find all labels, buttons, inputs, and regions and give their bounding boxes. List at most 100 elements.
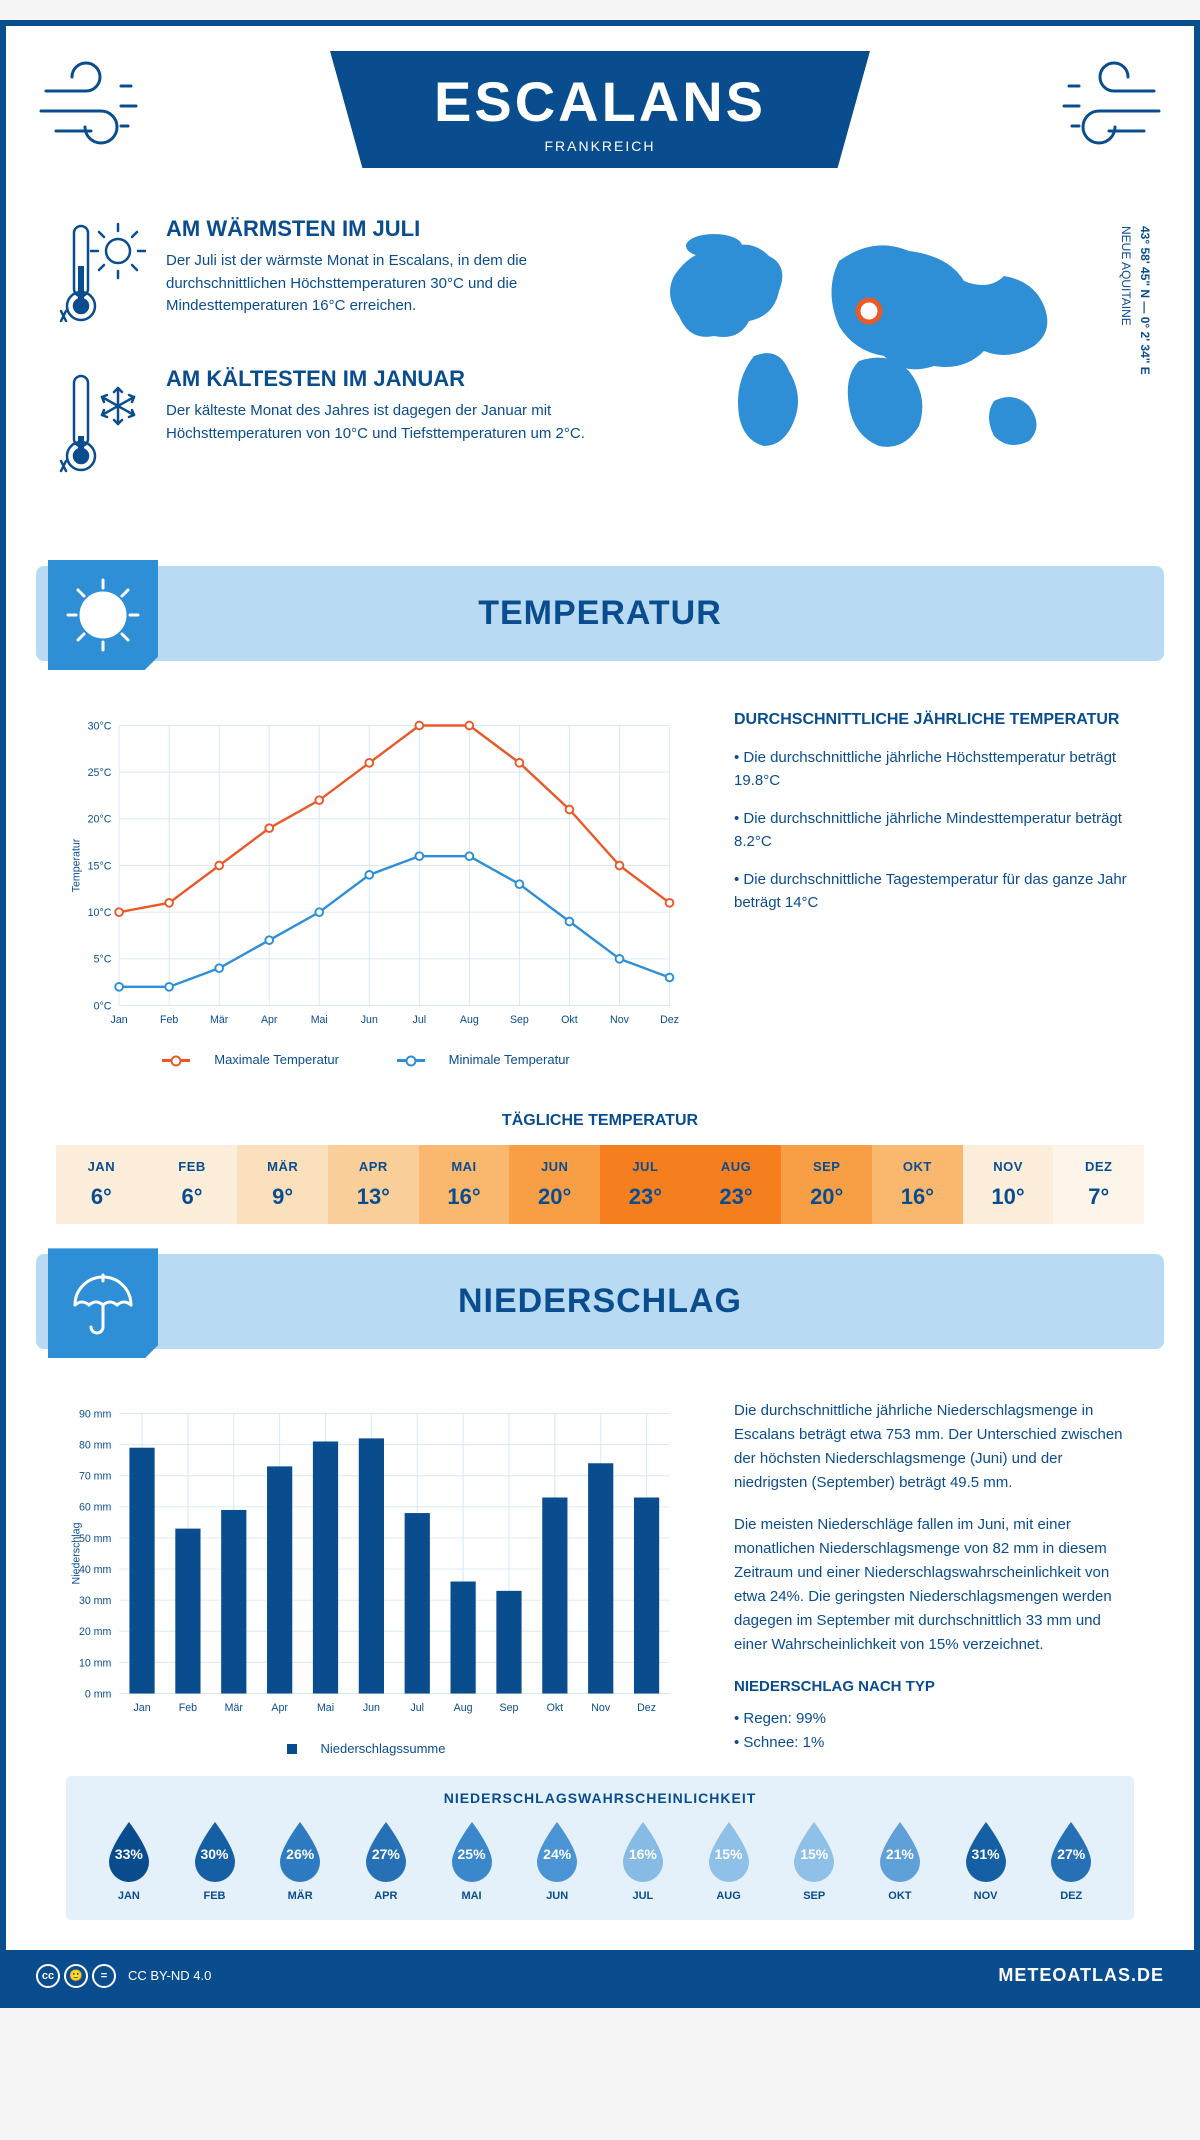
drop-cell: 27% DEZ bbox=[1028, 1820, 1114, 1902]
svg-text:Feb: Feb bbox=[160, 1014, 178, 1026]
daily-value: 23° bbox=[604, 1184, 687, 1210]
cc-icon: cc bbox=[36, 1964, 60, 1988]
drop-pct: 15% bbox=[715, 1846, 743, 1862]
svg-text:Mai: Mai bbox=[311, 1014, 328, 1026]
svg-text:50 mm: 50 mm bbox=[79, 1533, 112, 1545]
precip-body: 0 mm10 mm20 mm30 mm40 mm50 mm60 mm70 mm8… bbox=[6, 1369, 1194, 1775]
svg-text:30 mm: 30 mm bbox=[79, 1595, 112, 1607]
coordinates: 43° 58' 45" N — 0° 2' 34" E NEUE AQUITAI… bbox=[1116, 226, 1154, 375]
svg-text:Nov: Nov bbox=[610, 1014, 630, 1026]
svg-text:Jul: Jul bbox=[410, 1702, 424, 1714]
drop-cell: 26% MÄR bbox=[257, 1820, 343, 1902]
svg-text:Apr: Apr bbox=[261, 1014, 278, 1026]
drop-pct: 21% bbox=[886, 1846, 914, 1862]
daily-cell: OKT16° bbox=[872, 1145, 963, 1224]
daily-cell: FEB6° bbox=[147, 1145, 238, 1224]
raindrop-icon: 24% bbox=[531, 1820, 583, 1884]
temp-bullet: • Die durchschnittliche Tagestemperatur … bbox=[734, 869, 1134, 914]
thermometer-sun-icon bbox=[56, 216, 146, 341]
drop-pct: 26% bbox=[286, 1846, 314, 1862]
daily-month: MÄR bbox=[241, 1159, 324, 1174]
world-map-icon bbox=[644, 216, 1084, 476]
daily-value: 16° bbox=[423, 1184, 506, 1210]
drop-cell: 33% JAN bbox=[86, 1820, 172, 1902]
footer-brand: METEOATLAS.DE bbox=[998, 1965, 1164, 1986]
svg-text:Mai: Mai bbox=[317, 1702, 334, 1714]
drop-pct: 33% bbox=[115, 1846, 143, 1862]
daily-value: 13° bbox=[332, 1184, 415, 1210]
precip-chart: 0 mm10 mm20 mm30 mm40 mm50 mm60 mm70 mm8… bbox=[66, 1399, 684, 1755]
warmest-fact: AM WÄRMSTEN IM JULI Der Juli ist der wär… bbox=[56, 216, 604, 341]
drop-month: JUL bbox=[600, 1890, 686, 1902]
precip-type: • Regen: 99% bbox=[734, 1707, 1134, 1731]
daily-cell: MÄR9° bbox=[237, 1145, 328, 1224]
temperature-sidebar: DURCHSCHNITTLICHE JÄHRLICHE TEMPERATUR •… bbox=[734, 711, 1134, 1067]
daily-month: JUN bbox=[513, 1159, 596, 1174]
section-header-temperature: TEMPERATUR bbox=[36, 566, 1164, 661]
drop-pct: 25% bbox=[458, 1846, 486, 1862]
drop-pct: 27% bbox=[1057, 1846, 1085, 1862]
drop-month: APR bbox=[343, 1890, 429, 1902]
temp-bullet: • Die durchschnittliche jährliche Höchst… bbox=[734, 747, 1134, 792]
svg-text:Nov: Nov bbox=[591, 1702, 611, 1714]
daily-month: NOV bbox=[967, 1159, 1050, 1174]
daily-value: 20° bbox=[785, 1184, 868, 1210]
nd-icon: = bbox=[92, 1964, 116, 1988]
cc-icons: cc 🙂 = bbox=[36, 1964, 116, 1988]
svg-text:20 mm: 20 mm bbox=[79, 1626, 112, 1638]
daily-month: DEZ bbox=[1057, 1159, 1140, 1174]
city-title: ESCALANS bbox=[370, 69, 830, 134]
footer-license: cc 🙂 = CC BY-ND 4.0 bbox=[36, 1964, 211, 1988]
raindrop-icon: 26% bbox=[274, 1820, 326, 1884]
drop-month: JUN bbox=[514, 1890, 600, 1902]
temperature-chart: 0°C5°C10°C15°C20°C25°C30°CJanFebMärAprMa… bbox=[66, 711, 684, 1067]
daily-temp-title: TÄGLICHE TEMPERATUR bbox=[6, 1112, 1194, 1130]
svg-text:60 mm: 60 mm bbox=[79, 1502, 112, 1514]
precip-probability-panel: NIEDERSCHLAGSWAHRSCHEINLICHKEIT 33% JAN … bbox=[66, 1776, 1134, 1920]
legend-min: Minimale Temperatur bbox=[449, 1052, 570, 1067]
drop-cell: 27% APR bbox=[343, 1820, 429, 1902]
daily-month: SEP bbox=[785, 1159, 868, 1174]
daily-cell: JUN20° bbox=[509, 1145, 600, 1224]
svg-text:Dez: Dez bbox=[637, 1702, 656, 1714]
coldest-fact: AM KÄLTESTEN IM JANUAR Der kälteste Mona… bbox=[56, 366, 604, 491]
svg-text:Dez: Dez bbox=[660, 1014, 679, 1026]
drop-cell: 25% MAI bbox=[429, 1820, 515, 1902]
svg-text:0 mm: 0 mm bbox=[85, 1689, 112, 1701]
svg-text:Jan: Jan bbox=[111, 1014, 128, 1026]
svg-text:30°C: 30°C bbox=[88, 720, 112, 732]
title-banner: ESCALANS FRANKREICH bbox=[330, 51, 870, 168]
svg-text:10°C: 10°C bbox=[88, 907, 112, 919]
coord-latlon: 43° 58' 45" N — 0° 2' 34" E bbox=[1138, 226, 1152, 375]
svg-text:20°C: 20°C bbox=[88, 814, 112, 826]
raindrop-icon: 27% bbox=[360, 1820, 412, 1884]
daily-cell: AUG23° bbox=[691, 1145, 782, 1224]
drop-month: MÄR bbox=[257, 1890, 343, 1902]
drop-month: MAI bbox=[429, 1890, 515, 1902]
daily-month: OKT bbox=[876, 1159, 959, 1174]
drop-pct: 16% bbox=[629, 1846, 657, 1862]
facts-column: AM WÄRMSTEN IM JULI Der Juli ist der wär… bbox=[56, 216, 604, 516]
svg-text:Temperatur: Temperatur bbox=[71, 838, 83, 892]
daily-cell: NOV10° bbox=[963, 1145, 1054, 1224]
drop-month: NOV bbox=[943, 1890, 1029, 1902]
raindrop-icon: 25% bbox=[446, 1820, 498, 1884]
drop-cell: 21% OKT bbox=[857, 1820, 943, 1902]
header: ESCALANS FRANKREICH bbox=[6, 26, 1194, 196]
svg-text:Aug: Aug bbox=[460, 1014, 479, 1026]
legend-precip: Niederschlagssumme bbox=[321, 1741, 446, 1756]
drop-month: AUG bbox=[686, 1890, 772, 1902]
precip-type: • Schnee: 1% bbox=[734, 1731, 1134, 1755]
drop-cell: 31% NOV bbox=[943, 1820, 1029, 1902]
drop-month: FEB bbox=[172, 1890, 258, 1902]
raindrop-icon: 16% bbox=[617, 1820, 669, 1884]
legend-max: Maximale Temperatur bbox=[214, 1052, 339, 1067]
thermometer-snowflake-icon bbox=[56, 366, 146, 491]
svg-text:Mär: Mär bbox=[225, 1702, 244, 1714]
daily-cell: MAI16° bbox=[419, 1145, 510, 1224]
daily-month: AUG bbox=[695, 1159, 778, 1174]
raindrop-icon: 27% bbox=[1045, 1820, 1097, 1884]
raindrop-icon: 33% bbox=[103, 1820, 155, 1884]
daily-cell: APR13° bbox=[328, 1145, 419, 1224]
svg-text:Jul: Jul bbox=[413, 1014, 427, 1026]
